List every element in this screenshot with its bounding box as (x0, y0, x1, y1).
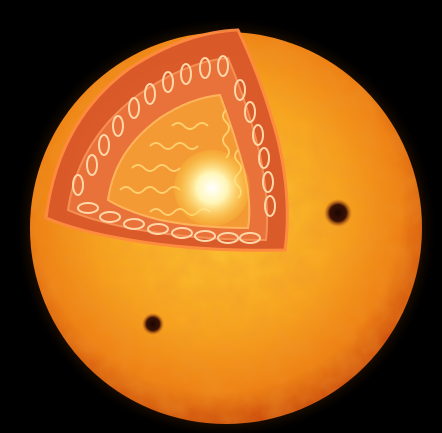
convection-cells (72, 55, 276, 244)
sun-core (174, 150, 250, 226)
cutaway-wedge (44, 28, 289, 252)
sunspot-lower (142, 313, 164, 335)
sunspot-right (324, 199, 352, 227)
